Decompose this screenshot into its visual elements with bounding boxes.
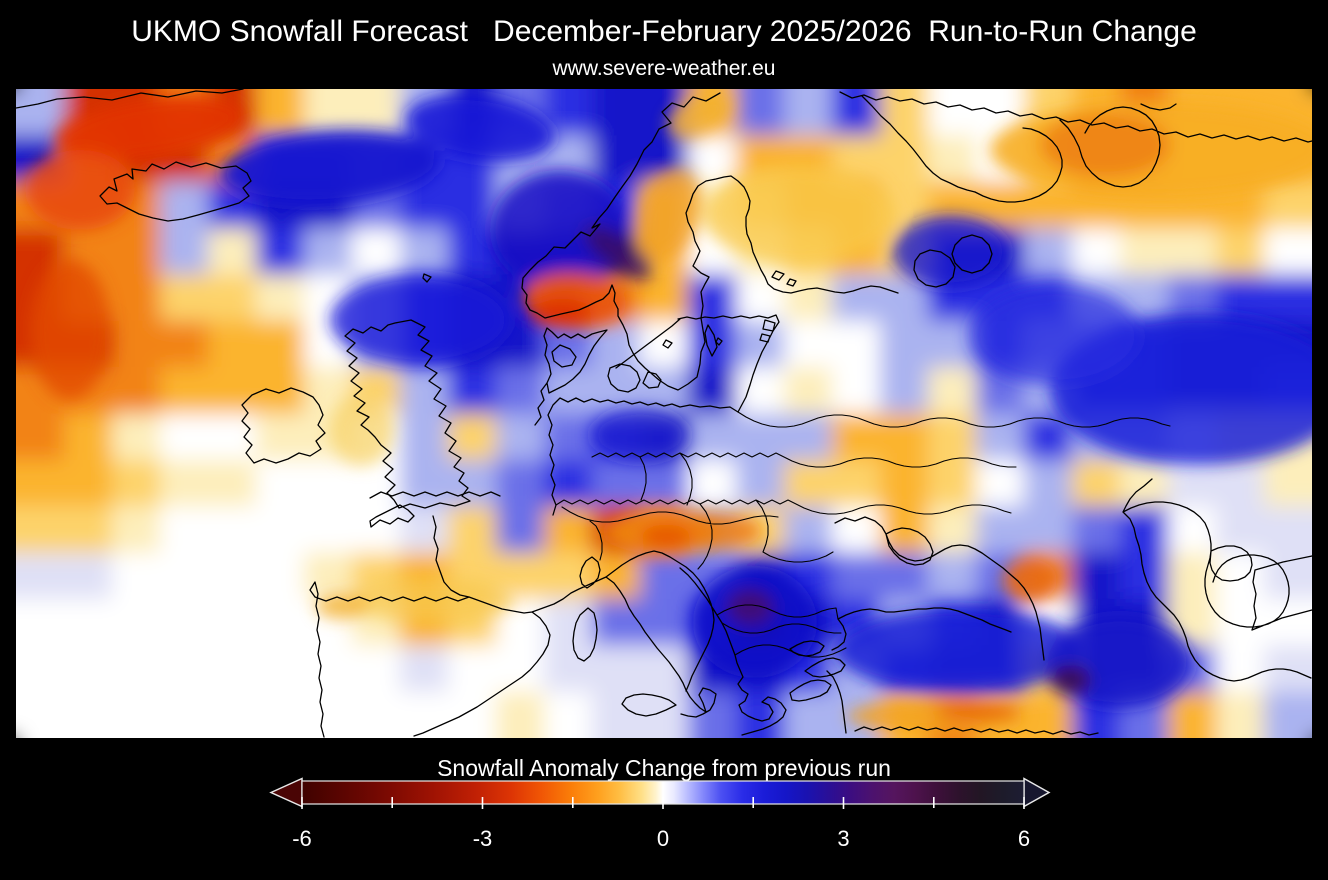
svg-text:UKMO Snowfall Forecast Decem: UKMO Snowfall Forecast December-February… (131, 15, 1197, 48)
svg-text:0: 0 (657, 826, 669, 851)
svg-text:Snowfall Anomaly Change from p: Snowfall Anomaly Change from previous ru… (437, 755, 891, 781)
svg-text:-6: -6 (292, 826, 312, 851)
svg-text:3: 3 (837, 826, 849, 851)
svg-text:-3: -3 (473, 826, 493, 851)
svg-text:6: 6 (1018, 826, 1030, 851)
svg-text:www.severe-weather.eu: www.severe-weather.eu (552, 57, 776, 80)
